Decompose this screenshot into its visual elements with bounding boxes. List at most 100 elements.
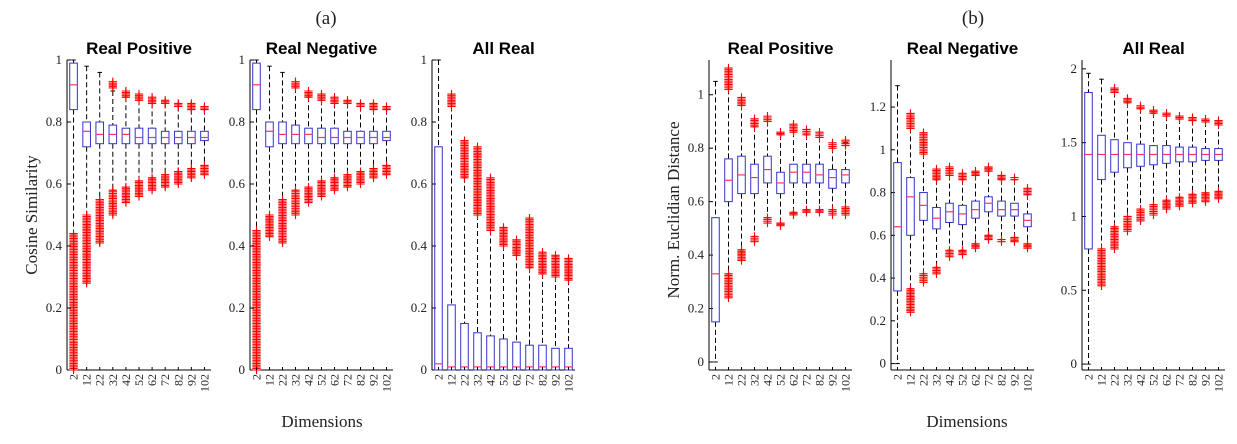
box-iqr xyxy=(252,62,261,111)
y-axis-label-b: Norm. Euclidian Distance xyxy=(664,121,683,298)
x-tick-label: 82 xyxy=(813,374,827,386)
x-tick-label: 92 xyxy=(1199,374,1213,386)
outlier-marker-low xyxy=(1097,281,1106,291)
y-tick-label: 0.4 xyxy=(229,238,246,253)
y-tick-label: 1 xyxy=(56,52,63,67)
box-iqr xyxy=(134,127,144,145)
outlier-marker-high xyxy=(525,263,534,272)
outlier-marker-low xyxy=(997,237,1006,246)
x-tick-label: 12 xyxy=(80,374,94,386)
outlier-marker-high xyxy=(737,101,746,110)
outlier-marker-low xyxy=(763,218,772,228)
x-tick-label: 62 xyxy=(145,374,159,386)
outlier-marker-low xyxy=(356,179,365,189)
outlier-marker-high xyxy=(473,210,482,220)
y-axis-label-a: Cosine Similarity xyxy=(22,155,41,275)
panel-5: Real Negative 0 0.2 0.4 0.6 0.8 1 1.2 2 12 22 32 42 5… xyxy=(870,39,1035,392)
outlier-marker-low xyxy=(932,269,941,278)
box-42 xyxy=(763,111,772,228)
outlier-marker-low xyxy=(815,208,824,217)
box-62 xyxy=(147,93,157,195)
box-iqr xyxy=(1136,143,1145,167)
box-42 xyxy=(121,86,131,207)
box-iqr xyxy=(841,169,850,184)
y-tick-label: 0.4 xyxy=(411,238,428,253)
y-tick-label: 0.4 xyxy=(870,270,887,285)
x-tick-label: 32 xyxy=(1121,374,1135,386)
box-iqr xyxy=(95,121,105,145)
box-92 xyxy=(828,138,837,220)
outlier-marker-high xyxy=(1110,88,1119,97)
x-tick-label: 42 xyxy=(484,374,498,386)
y-tick-label: 0 xyxy=(56,362,63,377)
outlier-marker-high xyxy=(958,175,967,184)
box-iqr xyxy=(984,196,993,213)
x-tick-label: 12 xyxy=(722,374,736,386)
x-tick-label: 22 xyxy=(458,374,472,386)
y-tick-label: 1 xyxy=(698,87,705,102)
outlier-marker-low xyxy=(776,221,785,230)
outlier-marker-high xyxy=(802,130,811,139)
x-tick-label: 52 xyxy=(956,374,970,386)
x-axis-label-a: Dimensions xyxy=(281,412,362,431)
outlier-marker-high xyxy=(330,99,339,108)
panel-title: All Real xyxy=(1122,39,1184,58)
outlier-marker-low xyxy=(174,179,183,189)
x-tick-label: 42 xyxy=(119,374,133,386)
outlier-marker-high xyxy=(121,93,131,102)
outlier-marker-high xyxy=(1010,175,1019,184)
box-102 xyxy=(1023,184,1032,253)
outlier-marker-high xyxy=(200,105,209,114)
y-tick-label: 1 xyxy=(421,52,428,67)
outlier-marker-low xyxy=(1149,210,1158,220)
y-tick-label: 0.6 xyxy=(870,227,887,242)
box-iqr xyxy=(919,192,928,221)
box-iqr xyxy=(499,338,508,371)
x-tick-label: 2 xyxy=(432,374,446,380)
x-tick-label: 62 xyxy=(1160,374,1174,386)
y-tick-label: 0.2 xyxy=(870,313,886,328)
box-52 xyxy=(958,169,967,259)
box-iqr xyxy=(82,121,91,148)
box-iqr xyxy=(538,344,547,371)
box-22 xyxy=(278,71,287,248)
outlier-marker-low xyxy=(724,293,733,302)
box-iqr xyxy=(447,304,456,371)
outlier-marker-low xyxy=(984,235,993,244)
box-2 xyxy=(893,85,902,365)
box-iqr xyxy=(945,202,954,223)
box-92 xyxy=(187,99,196,182)
outlier-marker-low xyxy=(1188,199,1197,208)
box-62 xyxy=(789,119,798,220)
y-tick-label: 0.2 xyxy=(229,300,245,315)
x-tick-label: 2 xyxy=(891,374,905,380)
box-52 xyxy=(134,89,144,201)
outlier-marker-low xyxy=(737,256,746,265)
box-iqr xyxy=(815,163,824,184)
outlier-marker-low xyxy=(1201,197,1210,206)
y-tick-label: 0.8 xyxy=(688,140,704,155)
outlier-marker-high xyxy=(750,122,759,131)
x-tick-label: 72 xyxy=(158,374,172,386)
box-92 xyxy=(369,99,378,182)
box-2 xyxy=(69,59,78,375)
box-iqr xyxy=(330,127,339,145)
box-82 xyxy=(815,128,824,217)
box-iqr xyxy=(711,217,720,323)
box-iqr xyxy=(382,130,391,142)
x-tick-label: 102 xyxy=(380,374,394,392)
x-axis-label-b: Dimensions xyxy=(926,412,1007,431)
box-32 xyxy=(108,77,118,220)
y-tick-label: 1 xyxy=(239,52,246,67)
box-iqr xyxy=(525,344,534,371)
outlier-marker-low xyxy=(147,186,157,195)
outlier-marker-high xyxy=(147,99,157,108)
outlier-marker-high xyxy=(1214,120,1223,130)
x-tick-label: 72 xyxy=(341,374,355,386)
box-2 xyxy=(434,59,443,371)
outlier-marker-low xyxy=(369,173,378,182)
outlier-marker-low xyxy=(945,252,954,261)
box-iqr xyxy=(789,163,798,184)
